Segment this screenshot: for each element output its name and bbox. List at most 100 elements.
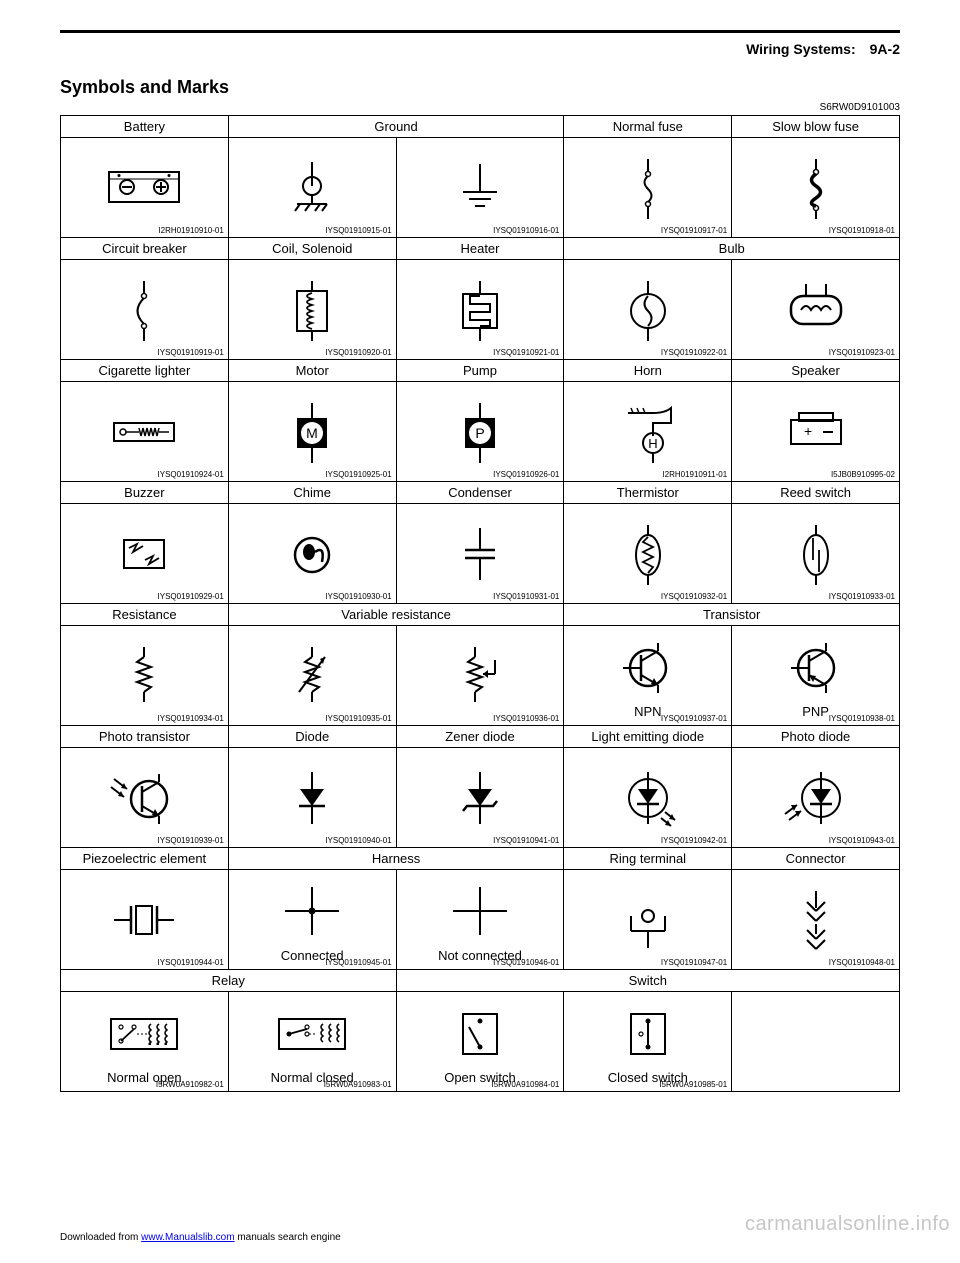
symbol-cell: IYSQ01910944-01 (61, 870, 229, 970)
part-number: I5RW0A910982-01 (156, 1080, 224, 1089)
varres2-icon (399, 641, 562, 711)
symbol-cell: IYSQ01910924-01 (61, 382, 229, 482)
symbol-cell: IYSQ01910917-01 (564, 138, 732, 238)
part-number: IYSQ01910937-01 (661, 714, 727, 723)
relay_no-icon (63, 998, 226, 1068)
symbol-header: Pump (396, 360, 564, 382)
part-number: IYSQ01910938-01 (829, 714, 895, 723)
symbol-header: Resistance (61, 604, 229, 626)
symbol-header: Normal fuse (564, 116, 732, 138)
part-number: IYSQ01910918-01 (829, 226, 895, 235)
led-icon (566, 763, 729, 833)
harness_conn-icon (231, 876, 394, 946)
footer-suffix: manuals search engine (237, 1232, 340, 1243)
symbol-header: Light emitting diode (564, 726, 732, 748)
symbol-header: Connector (732, 848, 900, 870)
diode-icon (231, 763, 394, 833)
battery-icon (63, 153, 226, 223)
part-number: I5RW0A910983-01 (324, 1080, 392, 1089)
symbol-header: Bulb (564, 238, 900, 260)
symbol-cell: IYSQ01910938-01PNP (732, 626, 900, 726)
symbol-cell: IYSQ01910942-01 (564, 748, 732, 848)
reference-code: S6RW0D9101003 (60, 102, 900, 113)
blank-icon (734, 1007, 897, 1077)
part-number: IYSQ01910915-01 (325, 226, 391, 235)
phototrans-icon (63, 763, 226, 833)
symbol-cell: IYSQ01910930-01 (228, 504, 396, 604)
symbol-header: Zener diode (396, 726, 564, 748)
symbol-header: Chime (228, 482, 396, 504)
symbol-cell: IYSQ01910935-01 (228, 626, 396, 726)
part-number: IYSQ01910930-01 (325, 592, 391, 601)
footer-link[interactable]: www.Manualslib.com (141, 1232, 234, 1243)
part-number: IYSQ01910948-01 (829, 958, 895, 967)
symbol-cell: IYSQ01910922-01 (564, 260, 732, 360)
symbol-cell: IYSQ01910933-01 (732, 504, 900, 604)
symbol-header: Circuit breaker (61, 238, 229, 260)
part-number: IYSQ01910947-01 (661, 958, 727, 967)
symbol-header: Motor (228, 360, 396, 382)
symbol-header: Relay (61, 970, 397, 992)
part-number: IYSQ01910946-01 (493, 958, 559, 967)
page-number: 9A-2 (870, 41, 900, 57)
part-number: I5RW0A910984-01 (491, 1080, 559, 1089)
symbol-cell: IYSQ01910936-01 (396, 626, 564, 726)
symbol-cell: IYSQ01910937-01NPN (564, 626, 732, 726)
part-number: IYSQ01910944-01 (158, 958, 224, 967)
part-number: IYSQ01910933-01 (829, 592, 895, 601)
bulb1-icon (566, 275, 729, 345)
symbol-header: Reed switch (732, 482, 900, 504)
part-number: IYSQ01910929-01 (158, 592, 224, 601)
horn-icon (566, 397, 729, 467)
symbol-cell: IYSQ01910929-01 (61, 504, 229, 604)
part-number: I5RW0A910985-01 (659, 1080, 727, 1089)
pump-icon (399, 397, 562, 467)
symbol-cell: I5RW0A910982-01Normal open (61, 992, 229, 1092)
symbol-cell: IYSQ01910931-01 (396, 504, 564, 604)
symbol-cell: IYSQ01910943-01 (732, 748, 900, 848)
heater-icon (399, 275, 562, 345)
photodiode-icon (734, 763, 897, 833)
symbol-header: Horn (564, 360, 732, 382)
symbol-cell: IYSQ01910941-01 (396, 748, 564, 848)
symbol-header: Slow blow fuse (732, 116, 900, 138)
part-number: IYSQ01910939-01 (158, 836, 224, 845)
relay_nc-icon (231, 998, 394, 1068)
symbol-cell: IYSQ01910932-01 (564, 504, 732, 604)
symbol-cell: IYSQ01910926-01 (396, 382, 564, 482)
symbol-cell: IYSQ01910923-01 (732, 260, 900, 360)
symbol-cell: IYSQ01910934-01 (61, 626, 229, 726)
part-number: IYSQ01910941-01 (493, 836, 559, 845)
sw_closed-icon (566, 998, 729, 1068)
symbol-header: Coil, Solenoid (228, 238, 396, 260)
symbol-cell: IYSQ01910921-01 (396, 260, 564, 360)
symbol-cell: IYSQ01910916-01 (396, 138, 564, 238)
zener-icon (399, 763, 562, 833)
symbol-cell: IYSQ01910940-01 (228, 748, 396, 848)
chime-icon (231, 519, 394, 589)
pnp-icon (734, 632, 897, 702)
symbol-header: Thermistor (564, 482, 732, 504)
symbol-header: Battery (61, 116, 229, 138)
piezo-icon (63, 885, 226, 955)
part-number: I5JB0B910995-02 (831, 470, 895, 479)
part-number: IYSQ01910917-01 (661, 226, 727, 235)
part-number: I2RH01910911-01 (662, 470, 727, 479)
symbol-cell: IYSQ01910925-01 (228, 382, 396, 482)
watermark: carmanualsonline.info (745, 1213, 950, 1236)
symbol-header: Cigarette lighter (61, 360, 229, 382)
lighter-icon (63, 397, 226, 467)
part-number: IYSQ01910924-01 (158, 470, 224, 479)
part-number: IYSQ01910932-01 (661, 592, 727, 601)
symbol-cell: IYSQ01910945-01Connected (228, 870, 396, 970)
sw_open-icon (399, 998, 562, 1068)
symbol-header: Condenser (396, 482, 564, 504)
symbol-cell: I5RW0A910985-01Closed switch (564, 992, 732, 1092)
symbol-cell: IYSQ01910919-01 (61, 260, 229, 360)
ground_chassis-icon (231, 153, 394, 223)
symbols-table: BatteryGroundNormal fuseSlow blow fuseI2… (60, 115, 900, 1092)
bulb2-icon (734, 275, 897, 345)
breaker-icon (63, 275, 226, 345)
part-number: IYSQ01910926-01 (493, 470, 559, 479)
part-number: IYSQ01910940-01 (325, 836, 391, 845)
